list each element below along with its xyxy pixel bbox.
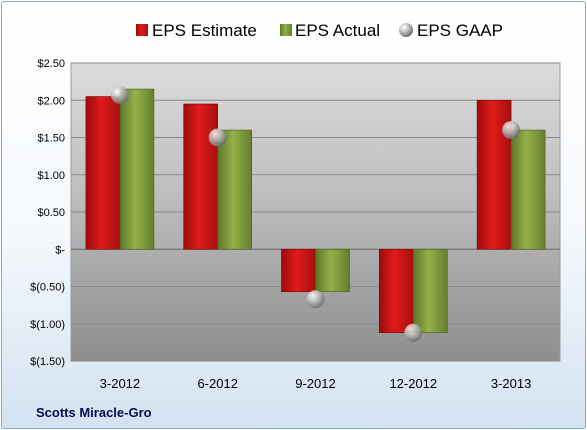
legend-label-estimate: EPS Estimate [152,21,257,40]
y-axis-ticks: $2.50 $2.00 $1.50 $1.00 $0.50 $- $(0.50) $(1.00… [30,58,65,368]
bar-estimate [476,99,512,250]
legend-item-actual: EPS Actual [280,21,380,40]
bar-actual [412,248,448,333]
y-tick-label: $2.50 [37,58,65,70]
x-tick-label: 12-2012 [389,376,437,391]
legend-label-actual: EPS Actual [295,21,380,40]
x-axis-ticks: 3-2012 6-2012 9-2012 12-2012 3-2013 [100,376,532,391]
x-tick-label: 3-2012 [100,376,140,391]
y-tick-label: $(1.00) [30,319,65,331]
x-tick-label: 3-2013 [491,376,531,391]
y-tick-label: $1.00 [37,170,65,182]
legend-swatch-gaap [399,23,413,37]
y-tick-label: $2.00 [37,95,65,107]
company-name: Scotts Miracle-Gro [36,405,152,420]
bars [85,88,546,333]
gaap-point [306,290,325,309]
x-tick-label: 6-2012 [197,376,237,391]
legend-item-estimate: EPS Estimate [136,21,257,40]
gaap-point [208,128,227,147]
bar-actual [119,88,155,250]
legend-label-gaap: EPS GAAP [417,21,503,40]
x-tick-label: 9-2012 [295,376,335,391]
bar-estimate [378,248,414,333]
gaap-point [110,86,129,105]
gaap-point [404,323,423,342]
y-tick-label: $0.50 [37,207,65,219]
legend-swatch-actual [280,24,292,36]
bar-estimate [85,96,121,250]
y-tick-label: $(1.50) [30,356,65,368]
y-tick-label: $(0.50) [30,282,65,294]
bar-actual [510,129,546,250]
bar-estimate [183,103,218,250]
bar-actual [315,248,350,293]
bar-actual [217,129,252,250]
y-tick-label: $1.50 [37,133,65,145]
gaap-points [110,86,521,342]
y-tick-label: $- [55,244,65,256]
legend: EPS Estimate EPS Actual EPS GAAP [136,21,503,40]
legend-item-gaap: EPS GAAP [399,21,503,40]
legend-swatch-estimate [136,24,148,36]
bar-estimate [281,248,316,293]
gaap-point [502,121,521,140]
